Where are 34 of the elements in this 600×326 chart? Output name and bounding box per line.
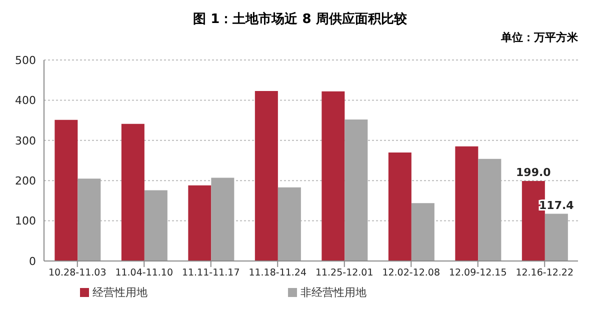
bar (544, 214, 568, 261)
y-tick-label: 200 (15, 174, 36, 188)
x-tick-label: 12.09-12.15 (448, 268, 507, 279)
bar (388, 152, 412, 261)
bar (455, 146, 478, 261)
bar (54, 120, 78, 261)
x-tick-label: 10.28-11.03 (48, 268, 106, 279)
y-tick-label: 400 (15, 94, 36, 108)
bar (121, 124, 144, 261)
y-tick-label: 500 (15, 54, 36, 67)
bar (188, 185, 212, 261)
y-tick-label: 300 (15, 134, 36, 148)
text: 单位：万平方米 (501, 30, 578, 45)
bar (478, 158, 502, 261)
x-tick-label: 12.02-12.08 (382, 268, 440, 279)
y-tick-label: 0 (29, 254, 36, 268)
x-tick-label: 11.25-12.01 (315, 268, 374, 279)
bar (254, 90, 278, 261)
bar (411, 203, 434, 261)
bar (344, 119, 368, 261)
bar (278, 187, 301, 261)
x-tick-label: 12.16-12.22 (516, 268, 574, 279)
legend-label: 非经营性用地 (300, 286, 366, 299)
x-tick-label: 11.18-11.24 (248, 268, 307, 279)
bar (322, 91, 345, 261)
x-tick-label: 11.04-11.10 (115, 268, 174, 279)
bar (78, 178, 101, 261)
data-label: 199.0 (516, 166, 552, 179)
y-tick-label: 100 (15, 214, 36, 228)
bar (211, 178, 234, 261)
bar (144, 190, 168, 261)
x-tick-label: 11.11-11.17 (182, 268, 240, 279)
legend-label: 经营性用地 (92, 286, 148, 299)
chart-title: 图 1：土地市场近 8 周供应面积比较 (192, 10, 408, 29)
